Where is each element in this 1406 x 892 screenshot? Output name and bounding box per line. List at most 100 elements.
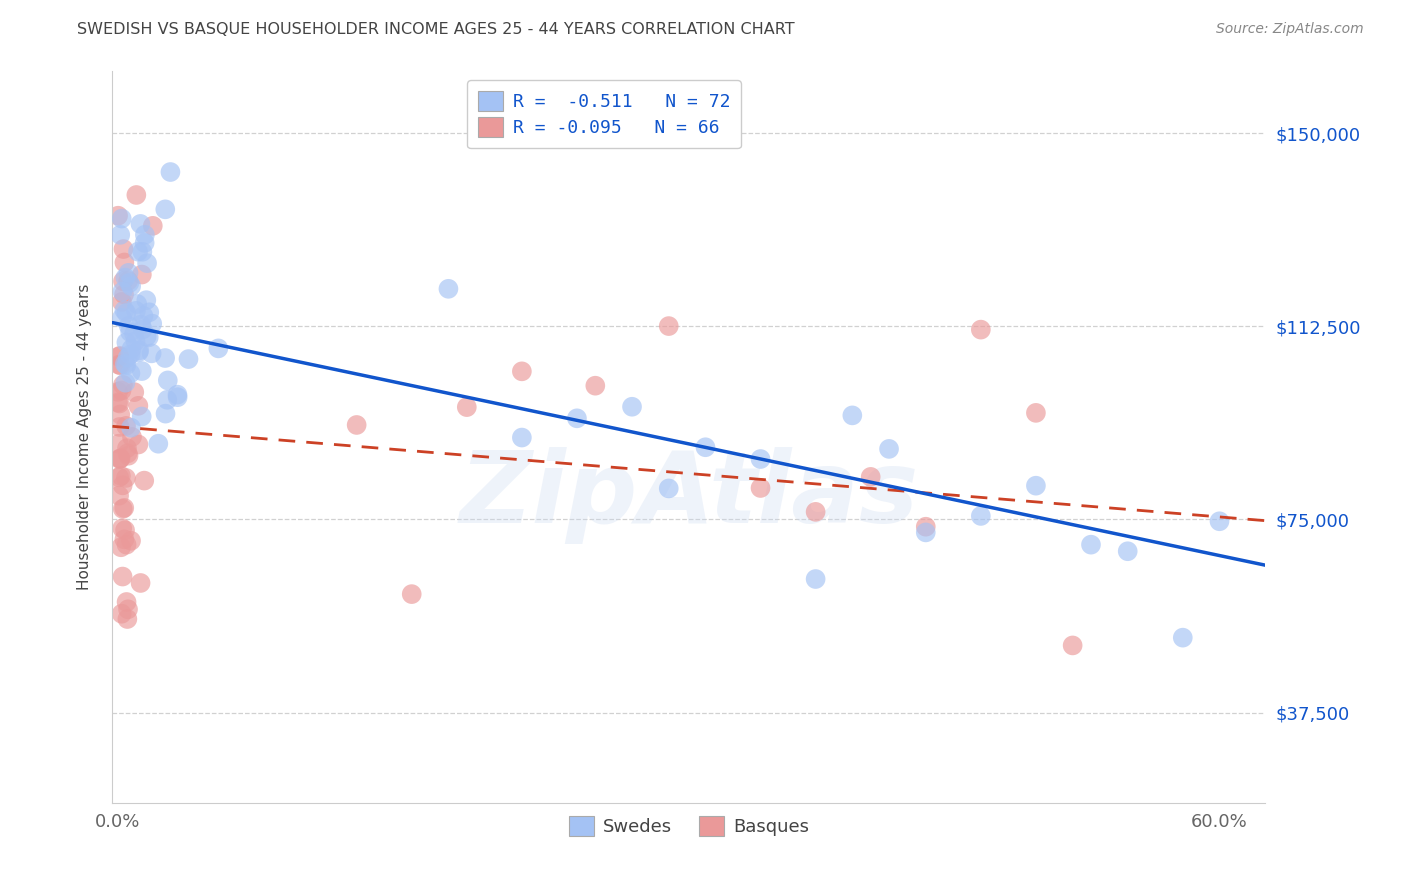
Point xyxy=(112,287,135,301)
Point xyxy=(156,392,179,407)
Text: ZipAtlas: ZipAtlas xyxy=(460,447,918,544)
Point xyxy=(114,376,136,390)
Point xyxy=(112,255,135,269)
Point xyxy=(108,470,131,484)
Point xyxy=(155,407,177,421)
Point xyxy=(117,274,139,288)
Point xyxy=(110,358,132,372)
Point xyxy=(108,451,131,466)
Point xyxy=(115,441,138,455)
Point xyxy=(621,400,644,414)
Point xyxy=(159,165,181,179)
Point xyxy=(114,270,136,285)
Point xyxy=(107,384,129,399)
Point xyxy=(111,285,134,299)
Point xyxy=(970,508,993,523)
Point xyxy=(112,242,135,256)
Point xyxy=(107,395,129,409)
Point xyxy=(115,471,138,485)
Point xyxy=(117,612,139,626)
Point xyxy=(110,408,132,422)
Point xyxy=(122,326,145,341)
Point xyxy=(156,373,179,387)
Point xyxy=(128,345,150,359)
Point xyxy=(115,335,138,350)
Point xyxy=(110,451,132,466)
Point xyxy=(401,587,423,601)
Point xyxy=(111,310,134,325)
Point xyxy=(111,501,134,516)
Point xyxy=(841,409,863,423)
Point xyxy=(1025,478,1047,492)
Point xyxy=(108,358,131,372)
Point xyxy=(1171,631,1194,645)
Point xyxy=(136,256,159,270)
Point xyxy=(120,325,142,339)
Text: Source: ZipAtlas.com: Source: ZipAtlas.com xyxy=(1216,22,1364,37)
Point xyxy=(153,351,176,365)
Point xyxy=(108,489,131,503)
Point xyxy=(108,436,131,450)
Point xyxy=(111,607,134,621)
Point xyxy=(118,276,141,290)
Point xyxy=(129,217,152,231)
Point xyxy=(108,452,131,467)
Point xyxy=(120,279,142,293)
Point xyxy=(134,235,156,250)
Point xyxy=(129,576,152,591)
Point xyxy=(120,348,142,362)
Point xyxy=(142,219,165,233)
Point xyxy=(110,541,132,555)
Point xyxy=(111,294,134,309)
Point xyxy=(110,227,132,242)
Point xyxy=(970,323,993,337)
Point xyxy=(111,521,134,535)
Point xyxy=(128,343,150,358)
Point xyxy=(115,418,138,433)
Point xyxy=(804,505,827,519)
Point xyxy=(120,420,142,434)
Point xyxy=(155,202,177,217)
Point xyxy=(115,358,138,372)
Text: SWEDISH VS BASQUE HOUSEHOLDER INCOME AGES 25 - 44 YEARS CORRELATION CHART: SWEDISH VS BASQUE HOUSEHOLDER INCOME AGE… xyxy=(77,22,794,37)
Point xyxy=(127,297,149,311)
Point xyxy=(108,420,131,434)
Point xyxy=(583,378,606,392)
Point xyxy=(166,387,188,401)
Point xyxy=(437,282,460,296)
Point xyxy=(120,366,142,380)
Y-axis label: Householder Income Ages 25 - 44 years: Householder Income Ages 25 - 44 years xyxy=(77,284,91,591)
Point xyxy=(877,442,900,456)
Point xyxy=(127,244,149,259)
Point xyxy=(118,318,141,333)
Point xyxy=(1080,538,1102,552)
Point xyxy=(148,436,170,450)
Point xyxy=(510,431,533,445)
Point xyxy=(166,390,188,404)
Point xyxy=(114,357,136,371)
Point xyxy=(108,396,131,410)
Point xyxy=(107,209,129,223)
Point xyxy=(115,595,138,609)
Point xyxy=(124,334,146,348)
Point xyxy=(132,322,155,336)
Point xyxy=(117,351,139,365)
Point xyxy=(658,319,681,334)
Point xyxy=(141,346,163,360)
Point xyxy=(127,437,149,451)
Point xyxy=(112,303,135,318)
Point xyxy=(125,303,148,318)
Point xyxy=(749,481,772,495)
Point xyxy=(124,385,146,400)
Point xyxy=(131,409,153,424)
Point xyxy=(346,417,368,432)
Point xyxy=(115,538,138,552)
Point xyxy=(207,342,229,356)
Point xyxy=(134,227,156,242)
Point xyxy=(111,377,134,392)
Point xyxy=(117,602,139,616)
Point xyxy=(138,305,160,319)
Point xyxy=(749,452,772,467)
Point xyxy=(111,211,134,226)
Point xyxy=(135,293,157,308)
